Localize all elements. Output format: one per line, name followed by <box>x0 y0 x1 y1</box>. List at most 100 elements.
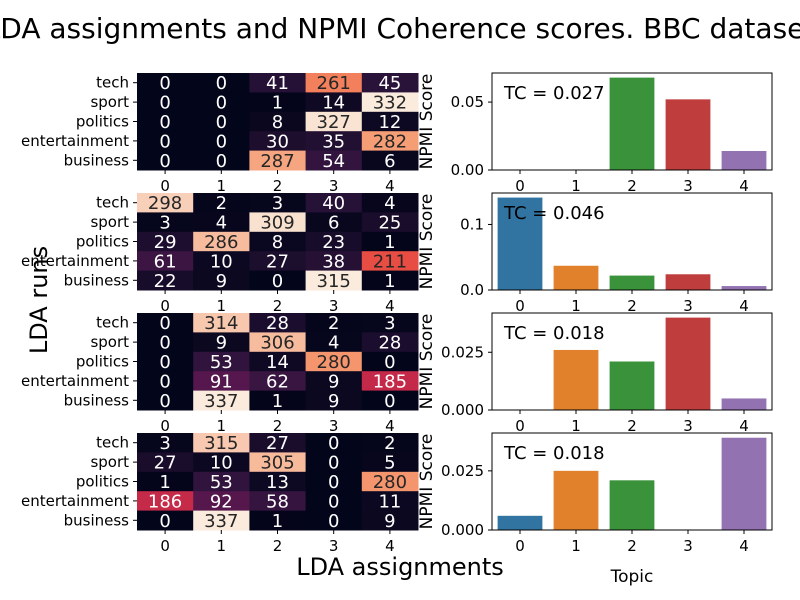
figure-ylabel: LDA runs <box>25 246 53 354</box>
x-tick-label: 0 <box>515 537 525 555</box>
x-tick-label: 2 <box>627 417 637 435</box>
heatmap-cell <box>361 313 419 333</box>
heatmap-cell-value: 0 <box>328 511 339 532</box>
heatmap-cell-value: 10 <box>210 453 233 474</box>
heatmap-cell-value: 12 <box>378 112 401 133</box>
x-tick-label: 1 <box>571 417 581 435</box>
heatmap-cell <box>305 371 363 392</box>
heatmap-cell-value: 0 <box>216 112 227 133</box>
heatmap-cell-value: 261 <box>317 73 351 94</box>
heatmap-cell-value: 2 <box>328 313 339 334</box>
heatmap-cell <box>305 351 363 372</box>
heatmap-cell <box>193 390 250 411</box>
heatmap-cell-value: 8 <box>272 112 283 133</box>
heatmap-cell <box>193 212 250 233</box>
heatmap-cell-value: 327 <box>317 112 351 133</box>
heatmap-cell <box>193 491 250 512</box>
heatmap-cell <box>137 111 194 132</box>
heatmap-cell-value: 0 <box>159 93 170 114</box>
bar <box>665 274 711 290</box>
bar <box>553 349 599 410</box>
heatmap-cell-value: 0 <box>159 151 170 172</box>
heatmap-cell <box>137 351 194 372</box>
npmi-ylabel: NPMI Score <box>417 434 437 530</box>
y-tick-label: politics <box>76 233 129 251</box>
heatmap-cell <box>249 433 307 453</box>
heatmap-cell-value: 28 <box>266 313 289 334</box>
heatmap-cell-value: 332 <box>373 93 407 114</box>
x-tick-label: 4 <box>739 417 749 435</box>
bar <box>497 197 543 290</box>
npmi-ylabel: NPMI Score <box>417 314 437 410</box>
heatmap-cell <box>193 351 250 372</box>
y-tick-label: politics <box>76 473 129 491</box>
x-tick-label: 2 <box>273 297 283 315</box>
heatmap-cell-value: 54 <box>322 151 345 172</box>
y-tick-label: sport <box>90 453 129 471</box>
heatmap-cell <box>137 92 194 113</box>
bar <box>553 265 599 290</box>
y-tick-label: business <box>64 511 130 529</box>
heatmap-cell <box>249 73 307 93</box>
heatmap-cell <box>193 131 250 152</box>
x-tick-label: 0 <box>515 177 525 195</box>
x-tick-label: 0 <box>515 417 525 435</box>
heatmap-cell-value: 0 <box>216 151 227 172</box>
x-tick-label: 1 <box>571 297 581 315</box>
heatmap-cell-value: 41 <box>266 73 289 94</box>
x-tick-label: 3 <box>683 297 693 315</box>
heatmap-cell <box>249 150 307 171</box>
heatmap-cell-value: 27 <box>266 251 289 272</box>
heatmap-cell-value: 0 <box>328 491 339 512</box>
x-tick-label: 0 <box>160 537 170 555</box>
npmi-bar-chart-2: 0.0 0.1 0 1 2 3 4 TC = 0.046 NPMI Score <box>417 192 773 315</box>
heatmap-cell-value: 298 <box>148 193 182 214</box>
y-tick-label: tech <box>96 194 129 212</box>
y-tick-label: politics <box>76 353 129 371</box>
heatmap-cell-value: 25 <box>378 213 401 234</box>
heatmap-cell <box>193 332 250 353</box>
heatmap-cell-value: 0 <box>328 453 339 474</box>
bar <box>609 77 655 170</box>
y-tick-label: tech <box>96 314 129 332</box>
x-tick-label: 4 <box>739 177 749 195</box>
x-tick-label: 3 <box>329 177 339 195</box>
x-tick-label: 2 <box>273 177 283 195</box>
heatmap-cell <box>249 251 307 272</box>
y-tick-label: business <box>64 271 130 289</box>
heatmap-cell-value: 9 <box>216 271 227 292</box>
heatmap-cell <box>249 471 307 492</box>
heatmap-cell <box>193 251 250 272</box>
heatmap-cell <box>361 111 419 132</box>
heatmap-cell-value: 186 <box>148 491 182 512</box>
heatmap-cell-value: 0 <box>216 73 227 94</box>
heatmap-cell <box>361 150 419 171</box>
x-tick-label: 4 <box>739 537 749 555</box>
heatmap-cell <box>137 313 194 333</box>
heatmap-cell <box>193 510 250 531</box>
heatmap-cell-value: 0 <box>159 391 170 412</box>
heatmap-cell <box>193 111 250 132</box>
heatmap-cell-value: 306 <box>260 333 294 354</box>
heatmap-cell <box>305 231 363 252</box>
heatmap-cell <box>249 510 307 531</box>
heatmap-cell <box>361 73 419 93</box>
bar <box>721 150 767 170</box>
x-tick-label: 1 <box>217 177 227 195</box>
heatmap-cell-value: 40 <box>322 193 345 214</box>
heatmap-cell-value: 4 <box>384 193 395 214</box>
bar <box>553 470 599 530</box>
figure-title: LDA assignments and NPMI Coherence score… <box>0 12 800 45</box>
heatmap-cell <box>305 111 363 132</box>
heatmap-cell <box>305 332 363 353</box>
heatmap-cell <box>361 390 419 411</box>
heatmap-cell <box>361 270 419 291</box>
heatmap-cell-value: 22 <box>154 271 177 292</box>
heatmap-cell-value: 2 <box>216 193 227 214</box>
heatmap-cell-value: 0 <box>159 352 170 373</box>
x-tick-label: 4 <box>385 177 395 195</box>
heatmap-cell-value: 4 <box>328 333 339 354</box>
heatmap-cell-value: 337 <box>204 391 238 412</box>
heatmap-cell-value: 13 <box>266 472 289 493</box>
